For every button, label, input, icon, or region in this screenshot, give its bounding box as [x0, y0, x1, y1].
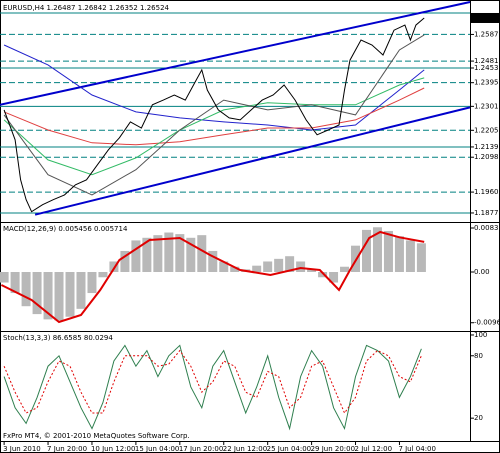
y-tick-label: 100 — [474, 331, 487, 339]
histogram-bar — [252, 265, 262, 272]
histogram-bar — [405, 240, 415, 272]
y-tick-label: 0.00 — [474, 268, 490, 276]
x-tick-label: 22 Jun 12:00 — [223, 445, 267, 453]
x-tick-label: 29 Jun 20:00 — [311, 445, 355, 453]
histogram-bar — [76, 272, 86, 309]
series-line — [3, 17, 425, 213]
histogram-bar — [65, 272, 75, 317]
histogram-bar — [142, 237, 152, 272]
trend-line — [0, 1, 471, 106]
histogram-bar — [21, 272, 31, 307]
y-tick-label: 0.00836 — [474, 224, 500, 232]
histogram-bar — [164, 232, 174, 272]
histogram-bar — [340, 266, 350, 272]
x-tick-label: 15 Jun 04:00 — [135, 445, 179, 453]
histogram-bar — [362, 229, 372, 272]
y-tick-label: 1.20987 — [474, 153, 500, 161]
series-line — [3, 34, 425, 196]
histogram-bar — [296, 261, 306, 272]
histogram-bar — [186, 237, 196, 272]
histogram-bar — [153, 235, 163, 272]
histogram-bar — [120, 250, 130, 272]
y-tick-label: 1.18770 — [474, 209, 500, 217]
series-line — [3, 87, 425, 146]
histogram-bar — [208, 250, 218, 272]
x-tick-label: 7 Jul 04:00 — [398, 445, 436, 453]
histogram-bar — [32, 272, 42, 315]
y-tick-label: 80 — [474, 352, 483, 360]
y-tick-label: 1.24535 — [474, 64, 500, 72]
histogram-bar — [43, 272, 53, 320]
signal-line — [0, 230, 425, 324]
last-price-label: 1.26524 — [473, 14, 500, 22]
histogram-bar — [285, 256, 295, 272]
x-tick-label: 10 Jun 12:00 — [91, 445, 135, 453]
last-price-box — [471, 12, 500, 23]
histogram-bar — [219, 261, 229, 272]
y-tick-label: 1.23010 — [474, 102, 500, 110]
histogram-bar — [87, 272, 97, 294]
histogram-bar — [329, 272, 339, 283]
x-tick-label: 17 Jun 20:00 — [179, 445, 223, 453]
y-tick-label: 1.25870 — [474, 30, 500, 38]
histogram-bar — [383, 230, 393, 272]
panel-title: Stoch(13,3,3) 86.6585 80.0294 — [3, 334, 113, 342]
x-tick-label: 7 Jun 20:00 — [47, 445, 87, 453]
x-tick-label: 3 Jun 2010 — [3, 445, 41, 453]
x-tick-label: 25 Jun 04:00 — [267, 445, 311, 453]
panel-title: EURUSD,H4 1.26487 1.26842 1.26352 1.2652… — [3, 4, 170, 12]
histogram-bar — [131, 240, 141, 272]
histogram-bar — [54, 272, 64, 321]
histogram-bar — [274, 258, 284, 272]
histogram-bar — [98, 272, 108, 278]
copyright: FxPro MT4, © 2001-2010 MetaQuotes Softwa… — [3, 432, 190, 440]
series-line — [3, 77, 425, 176]
histogram-bar — [10, 272, 20, 294]
panel-title: MACD(12,26,9) 0.005456 0.005714 — [3, 225, 128, 233]
histogram-bar — [263, 261, 273, 272]
y-tick-label: 1.21395 — [474, 143, 500, 151]
histogram-bar — [175, 234, 185, 272]
y-tick-label: 20 — [474, 414, 483, 422]
histogram-bar — [318, 272, 328, 278]
histogram-bar — [197, 235, 207, 272]
histogram-bar — [372, 227, 382, 272]
histogram-bar — [307, 269, 317, 272]
histogram-bar — [416, 243, 426, 272]
y-tick-label: 1.22057 — [474, 126, 500, 134]
series-line — [3, 349, 422, 415]
y-tick-label: 1.19600 — [474, 188, 500, 196]
y-tick-label: -0.00964 — [474, 319, 500, 327]
x-tick-label: 2 Jul 12:00 — [355, 445, 393, 453]
histogram-bar — [351, 245, 361, 272]
histogram-bar — [0, 272, 9, 283]
y-tick-label: 1.24810 — [474, 57, 500, 65]
series-line — [3, 344, 422, 431]
histogram-bar — [230, 266, 240, 272]
trend-line — [34, 106, 471, 216]
histogram-bar — [394, 236, 404, 272]
